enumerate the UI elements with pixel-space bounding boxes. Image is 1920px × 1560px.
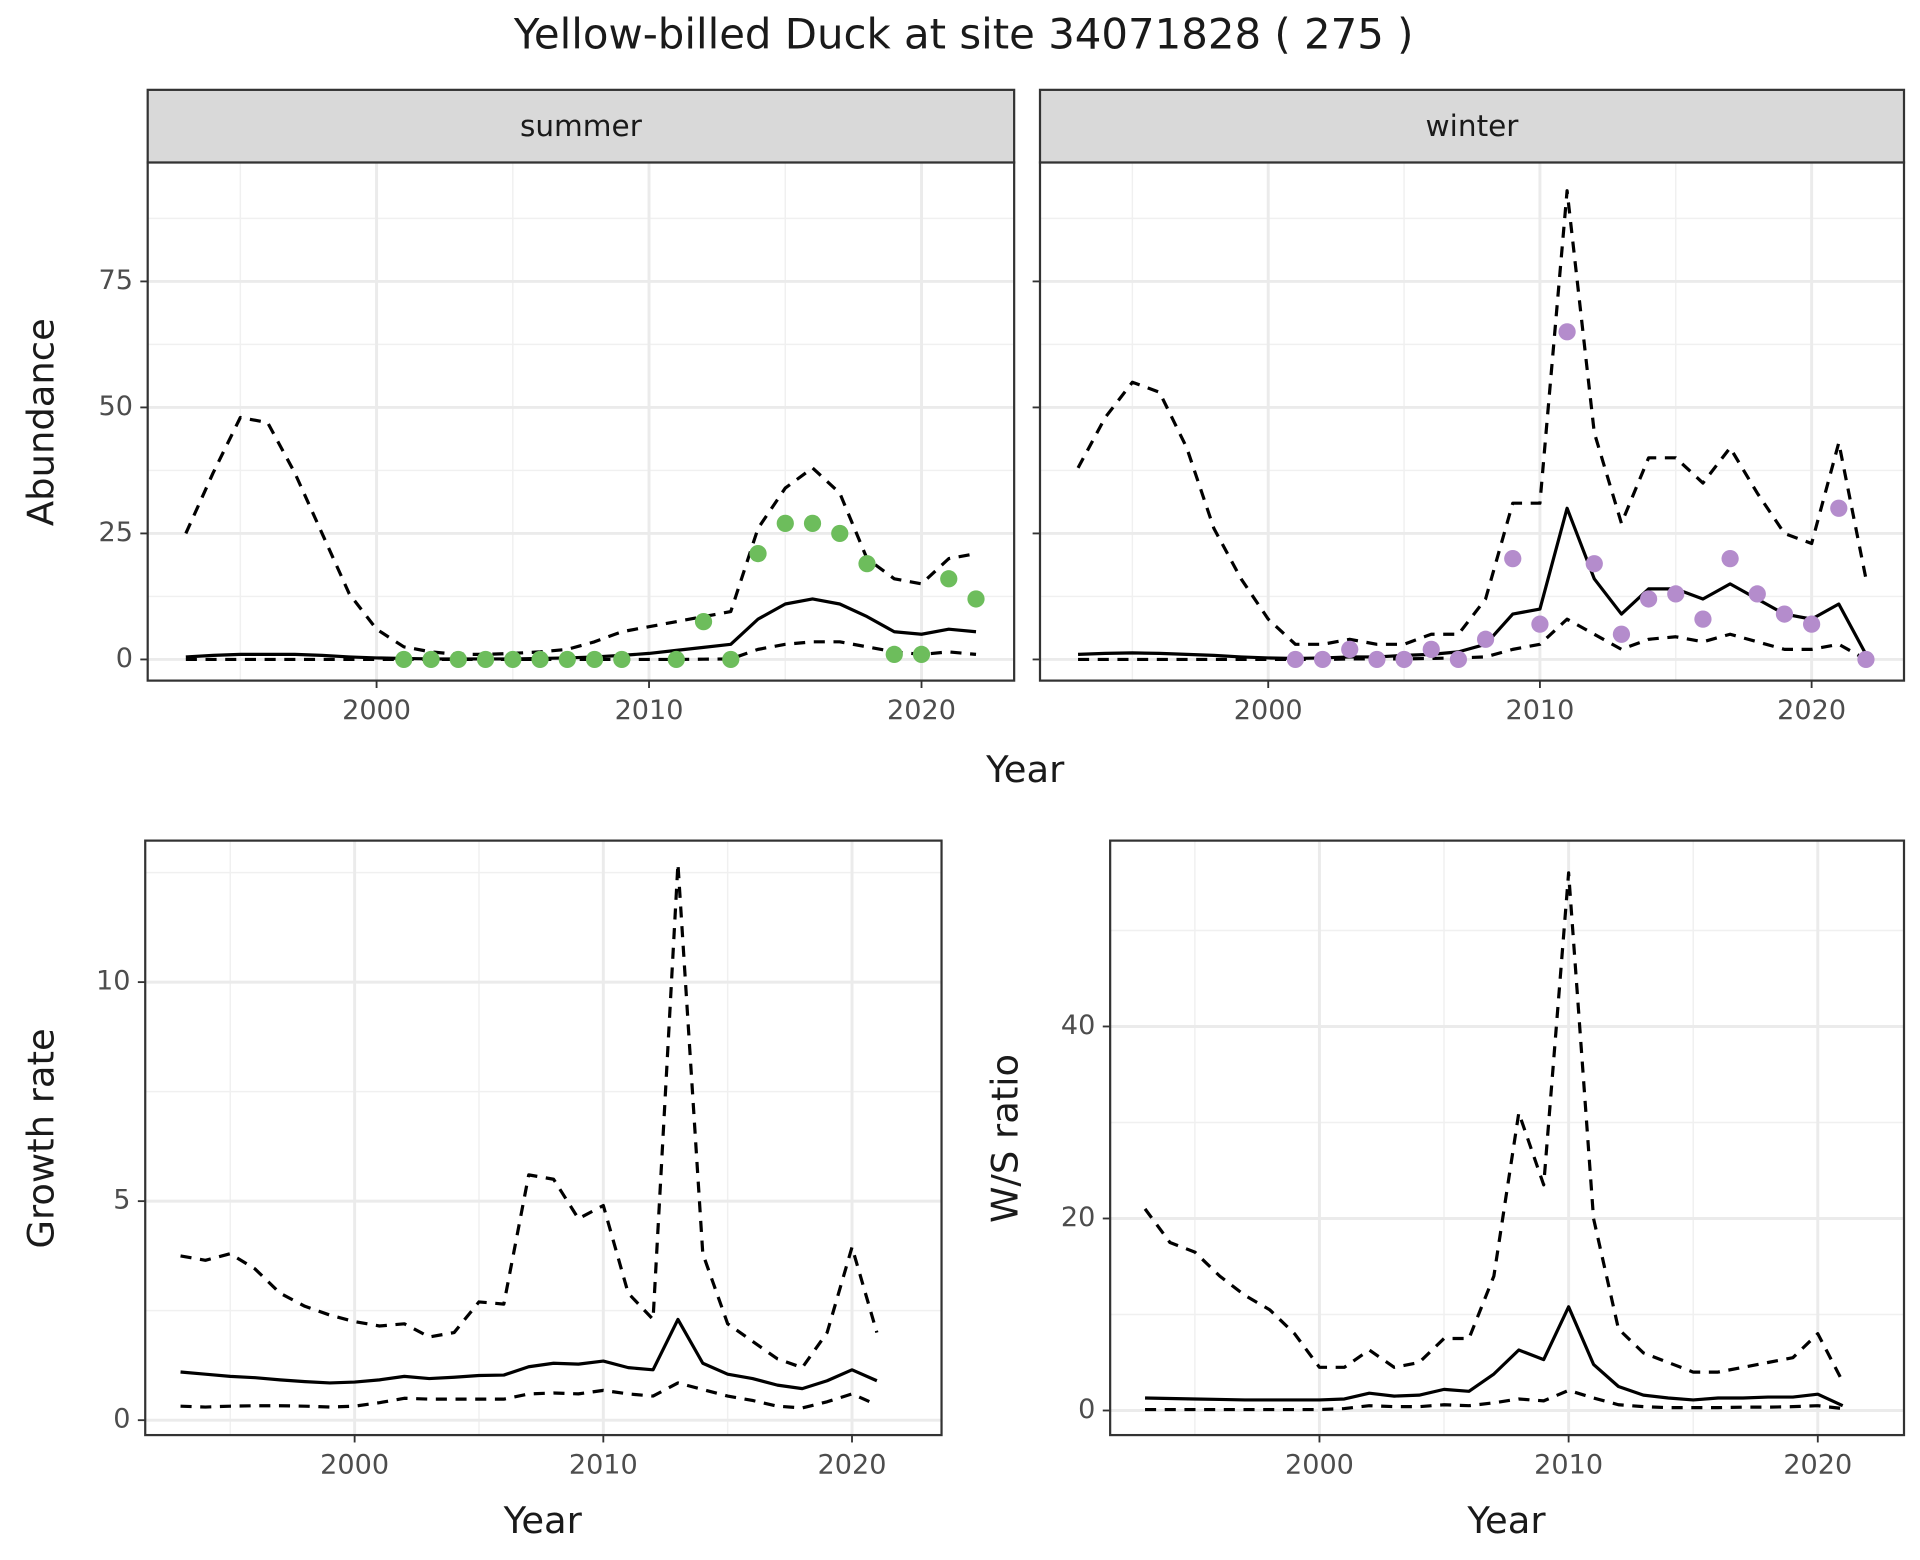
y-tick-label: 20 (1061, 1202, 1095, 1233)
x-axis-title: Year (1466, 1499, 1546, 1542)
y-tick-label: 25 (98, 517, 132, 548)
y-tick-label: 5 (113, 1185, 130, 1216)
interval-line (184, 415, 977, 657)
facet-strip (146, 88, 1016, 164)
y-tick-label: 0 (116, 643, 133, 674)
panel-background (1040, 162, 1904, 681)
data-point (1857, 650, 1875, 669)
data-point (831, 524, 849, 543)
data-point (722, 650, 740, 669)
interval-line (1076, 189, 1868, 646)
data-point (1422, 640, 1440, 658)
data-point (803, 514, 822, 532)
y-tick-label: 40 (1061, 1010, 1095, 1041)
data-point (694, 613, 713, 631)
data-point (1504, 550, 1522, 568)
facet-strip (1038, 88, 1906, 164)
panel-background (145, 840, 942, 1436)
data-point (1694, 610, 1712, 628)
x-tick-label: 2020 (818, 1449, 887, 1480)
y-tick-label: 10 (96, 966, 130, 997)
x-tick-label: 2000 (1285, 1449, 1354, 1480)
x-tick-label: 2000 (1234, 695, 1303, 726)
data-point (1531, 615, 1549, 633)
data-point (558, 650, 576, 669)
data-point (1775, 605, 1794, 623)
data-point (912, 645, 931, 664)
data-point (885, 645, 903, 664)
interval-line (1078, 617, 1867, 662)
data-point (1803, 615, 1821, 633)
y-tick-label: 0 (1078, 1394, 1095, 1425)
data-point (1830, 499, 1848, 517)
data-point (1395, 650, 1413, 669)
data-point (395, 650, 413, 669)
data-point (449, 650, 467, 669)
panel: 2000 2010 2020 0 5 10 (96, 839, 943, 1480)
panel: 2000 2010 2020 0 25 50 75 (98, 161, 1016, 726)
y-tick-label: 75 (98, 265, 132, 296)
facet-label: winter (1426, 109, 1520, 143)
data-point (1341, 640, 1359, 658)
x-tick-label: 2000 (320, 1449, 389, 1480)
data-point (1313, 650, 1332, 669)
data-point (504, 650, 522, 669)
panel-background (147, 162, 1015, 681)
panel-border (144, 839, 943, 1437)
data-point (1449, 650, 1468, 669)
data-point (667, 650, 685, 669)
x-tick-label: 2020 (1783, 1449, 1852, 1480)
data-point (940, 570, 958, 588)
data-point (776, 514, 794, 532)
x-axis-title: Year (503, 1499, 583, 1542)
data-point (1748, 585, 1766, 603)
data-point (858, 555, 876, 573)
data-point (1558, 323, 1576, 341)
panel: 2000 2010 2020 0 20 40 (1061, 839, 1906, 1480)
data-point (749, 544, 767, 563)
mean-line (1145, 1305, 1844, 1408)
facet-label: summer (520, 109, 643, 143)
data-point (1286, 650, 1305, 669)
y-axis-title: Abundance (20, 318, 63, 526)
y-axis-title: Growth rate (20, 1028, 63, 1248)
x-tick-label: 2010 (1505, 695, 1574, 726)
interval-line (1143, 871, 1845, 1383)
data-point (1639, 590, 1658, 608)
x-tick-label: 2020 (1777, 695, 1846, 726)
x-tick-label: 2010 (569, 1449, 638, 1480)
x-axis-title: Year (985, 748, 1065, 791)
data-point (476, 650, 495, 669)
data-point (1585, 555, 1603, 573)
mean-line (1077, 506, 1868, 661)
data-point (531, 650, 549, 669)
x-tick-label: 2010 (615, 695, 684, 726)
panel-background (1110, 840, 1904, 1436)
data-point (422, 650, 440, 669)
panel: 2000 2010 2020 (1032, 161, 1906, 726)
mean-line (180, 1317, 878, 1391)
data-point (967, 590, 985, 608)
panel-border (1109, 839, 1906, 1437)
y-tick-label: 50 (98, 391, 132, 422)
data-point (1368, 650, 1386, 669)
data-point (1612, 625, 1631, 643)
data-point (1667, 585, 1685, 603)
data-point (613, 650, 631, 669)
data-point (1721, 550, 1739, 568)
x-tick-label: 2020 (887, 695, 956, 726)
data-point (585, 650, 604, 669)
x-tick-label: 2000 (342, 695, 411, 726)
interval-line (185, 640, 977, 662)
interval-line (180, 862, 879, 1370)
x-tick-label: 2010 (1534, 1449, 1603, 1480)
y-axis-title: W/S ratio (983, 1054, 1026, 1223)
data-point (1476, 630, 1495, 648)
mean-line (185, 597, 977, 661)
y-tick-label: 0 (113, 1404, 130, 1435)
chart-title: Yellow-billed Duck at site 34071828 ( 27… (513, 9, 1414, 58)
